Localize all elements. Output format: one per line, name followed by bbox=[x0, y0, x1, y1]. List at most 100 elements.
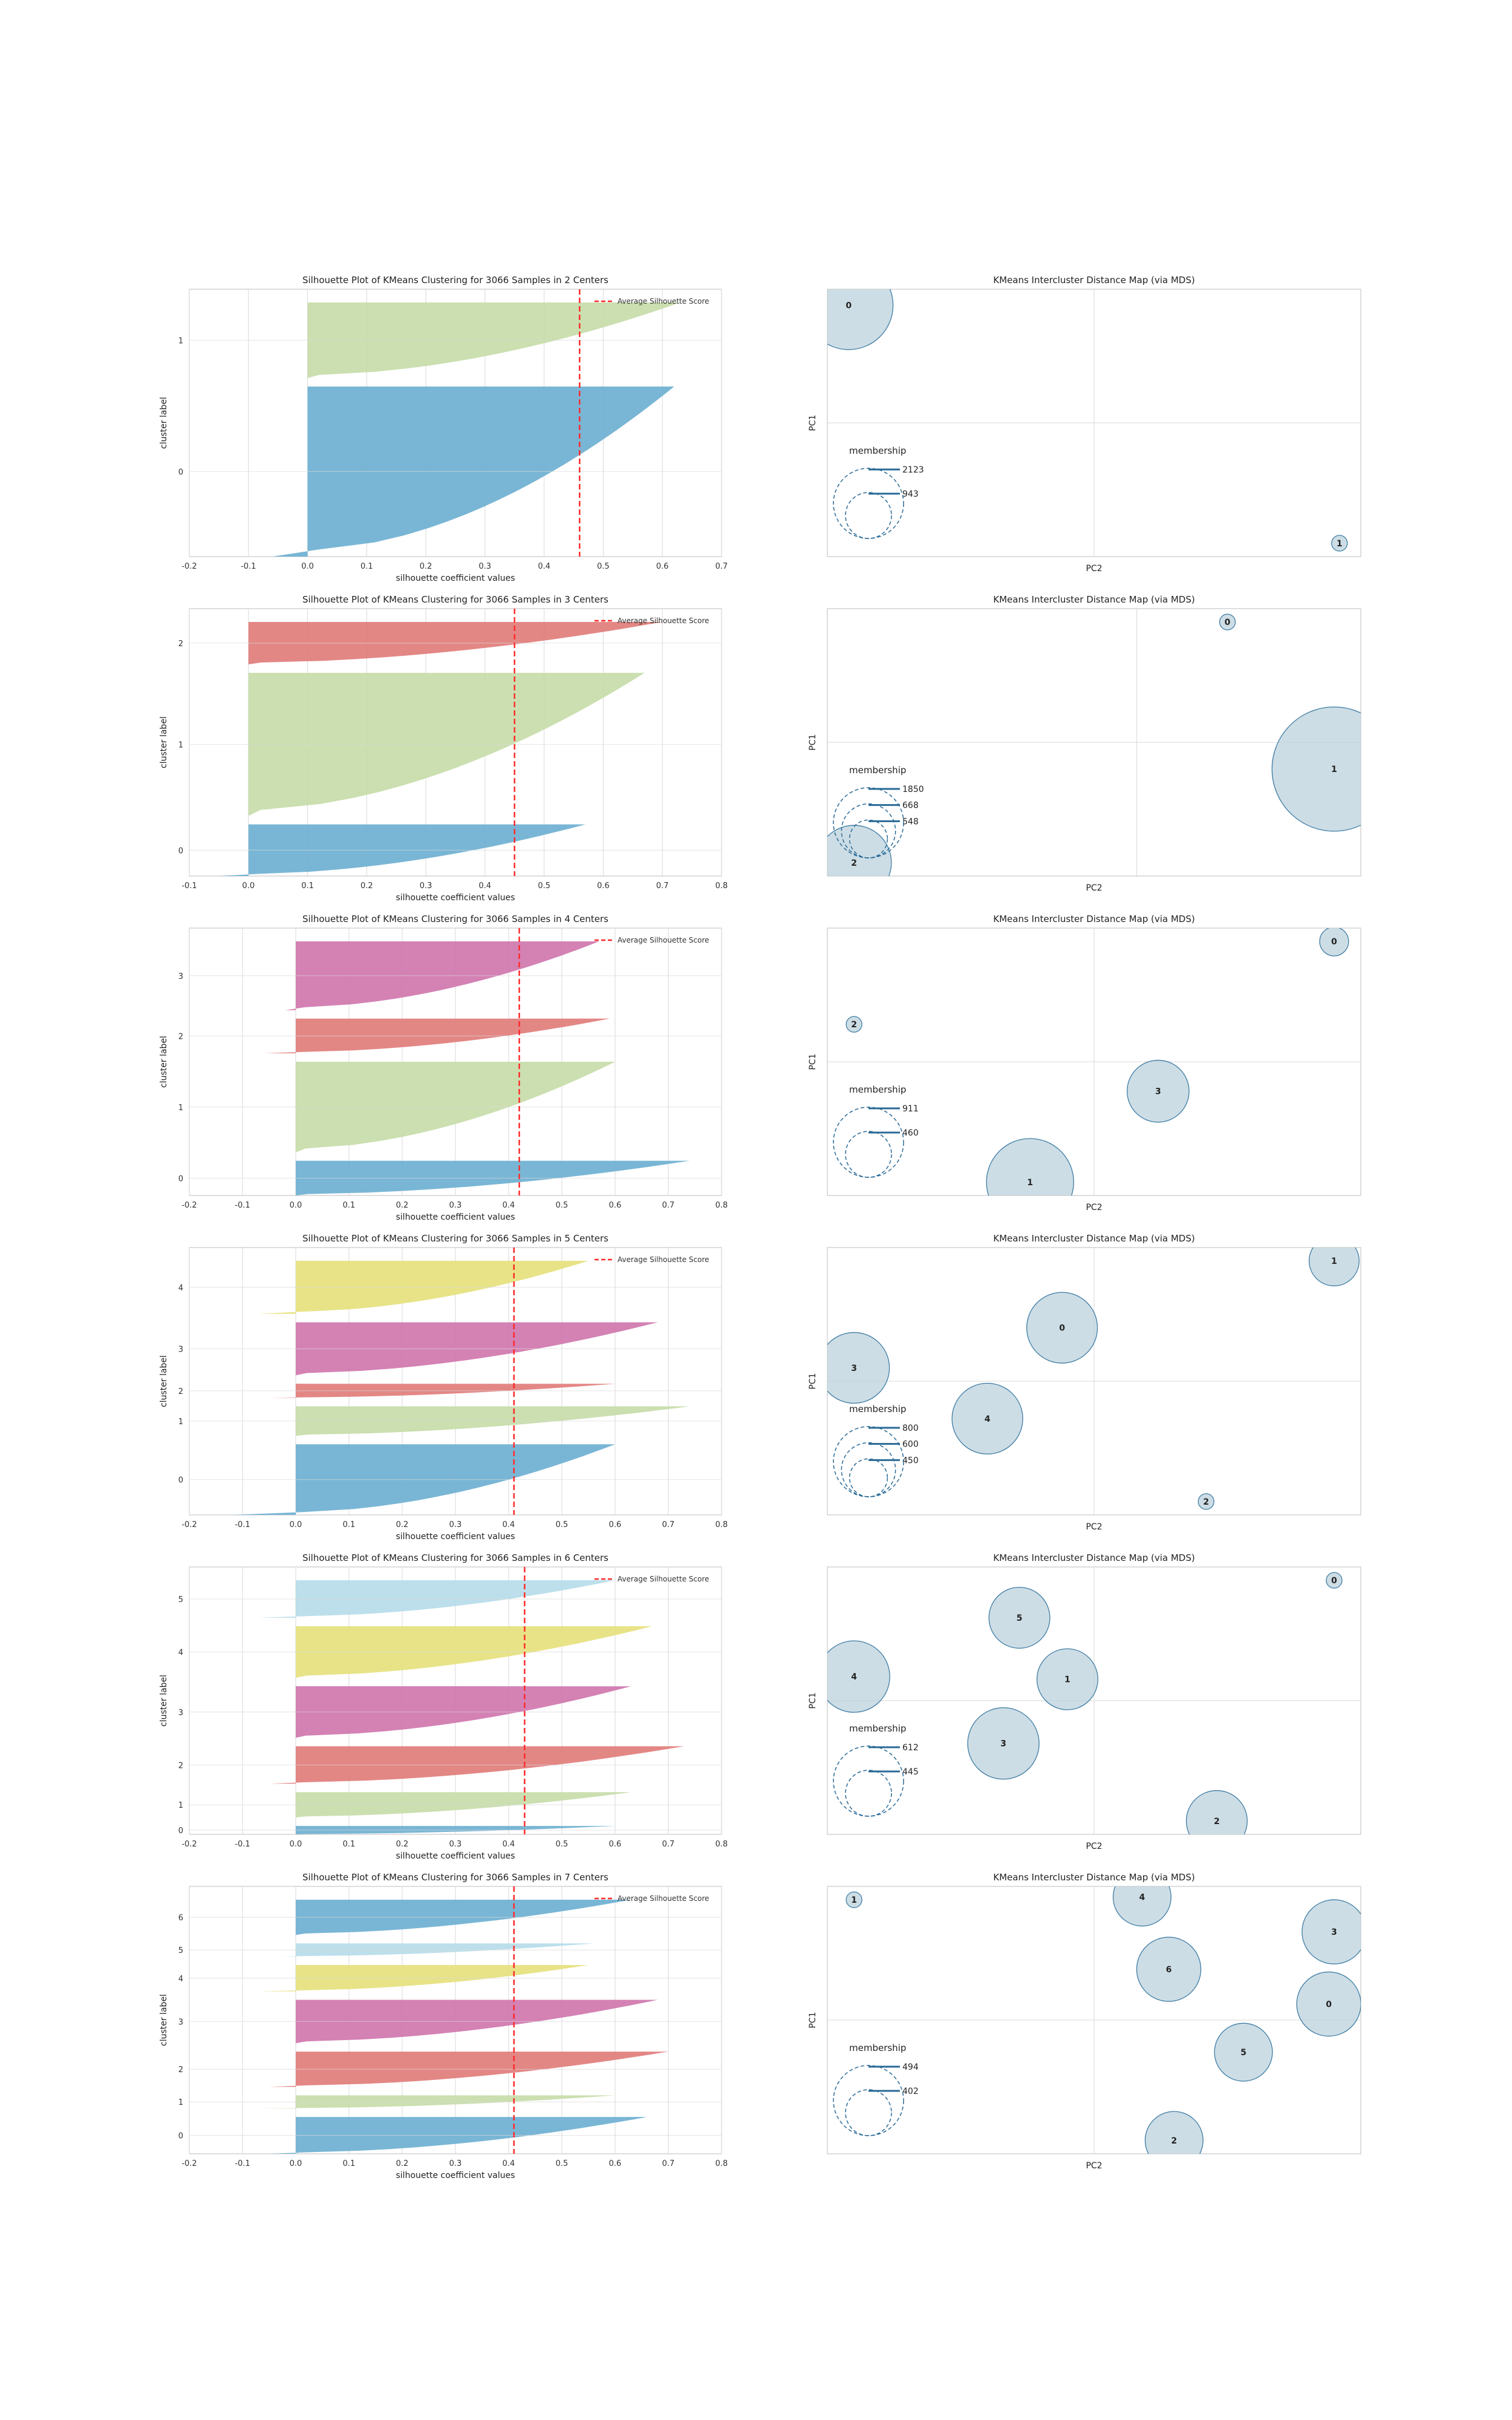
x-tick-label: 0.5 bbox=[538, 881, 550, 891]
x-tick-label: 0.3 bbox=[420, 881, 432, 891]
x-tick-label: 0.1 bbox=[343, 1520, 356, 1529]
center-label: 0 bbox=[846, 301, 852, 311]
center-label: 1 bbox=[1337, 539, 1343, 549]
membership-value: 800 bbox=[902, 1424, 919, 1433]
x-tick-label: 0.6 bbox=[656, 562, 669, 571]
cluster-center-1 bbox=[846, 1891, 862, 1908]
membership-circle bbox=[833, 1426, 904, 1497]
y-tick-label: 0 bbox=[178, 1174, 183, 1183]
y-tick-label: 3 bbox=[178, 972, 183, 981]
x-tick-label: 0.3 bbox=[449, 1840, 462, 1849]
intercluster-map-7: 0 1 2 3 4 5 6 membership 402 494 KMeans Interclust… bbox=[808, 1872, 1361, 2171]
cluster-center-1 bbox=[1331, 535, 1348, 552]
y-tick-label: 2 bbox=[178, 1761, 183, 1770]
silhouette-plot-2: -0.2 -0.1 0.0 0.1 0.2 0.3 0.4 0.5 0.6 0.7 0 1 Averag… bbox=[159, 275, 728, 583]
chart-title: Silhouette Plot of KMeans Clustering for… bbox=[302, 594, 608, 605]
x-tick-label: 0.1 bbox=[360, 562, 373, 571]
cluster-center-1 bbox=[986, 1138, 1074, 1195]
x-tick-label: 0.7 bbox=[662, 1520, 675, 1529]
membership-legend-title: membership bbox=[849, 445, 906, 456]
center-label: 3 bbox=[1331, 1928, 1337, 1937]
membership-legend-title: membership bbox=[849, 1723, 906, 1734]
x-tick-label: -0.1 bbox=[235, 1201, 250, 1210]
x-tick-label: 0.3 bbox=[449, 1201, 462, 1210]
x-tick-label: 0.4 bbox=[503, 2159, 515, 2168]
y-tick-label: 1 bbox=[178, 1801, 183, 1810]
center-label: 2 bbox=[1171, 2136, 1177, 2146]
x-tick-label: 0.7 bbox=[662, 1201, 675, 1210]
x-tick-label: 0.7 bbox=[656, 881, 669, 891]
membership-value: 668 bbox=[902, 801, 919, 811]
x-axis-label: silhouette coefficient values bbox=[396, 1212, 515, 1222]
cluster-center-0 bbox=[1026, 1292, 1098, 1364]
center-label: 5 bbox=[1017, 1614, 1023, 1623]
center-label: 0 bbox=[1331, 1576, 1337, 1586]
x-tick-label: 0.0 bbox=[301, 562, 314, 571]
x-tick-label: 0.6 bbox=[609, 1520, 622, 1529]
membership-circle bbox=[845, 1770, 892, 1817]
x-tick-label: -0.2 bbox=[181, 1520, 197, 1529]
membership-legend-title: membership bbox=[849, 1404, 906, 1414]
cluster-centers: 0 1 2 3 bbox=[846, 928, 1349, 1195]
center-label: 0 bbox=[1331, 937, 1337, 947]
x-tick-label: 0.5 bbox=[556, 1840, 569, 1849]
membership-circle bbox=[845, 492, 892, 539]
center-label: 1 bbox=[1064, 1675, 1070, 1685]
center-label: 3 bbox=[851, 1364, 857, 1373]
x-tick-label: -0.2 bbox=[181, 1840, 197, 1849]
membership-value: 1850 bbox=[902, 785, 924, 794]
center-label: 2 bbox=[851, 858, 857, 868]
y-axis-label: PC1 bbox=[808, 414, 818, 431]
cluster-center-0 bbox=[1296, 1971, 1361, 2037]
membership-legend-title: membership bbox=[849, 765, 906, 776]
membership-circle bbox=[833, 2065, 904, 2136]
cluster-centers: 0 1 2 3 4 5 6 bbox=[846, 1886, 1361, 2154]
legend-label: Average Silhouette Score bbox=[618, 297, 709, 306]
cluster-center-2 bbox=[846, 1016, 862, 1033]
x-axis-label: silhouette coefficient values bbox=[396, 574, 515, 583]
y-axis-label: PC1 bbox=[808, 1373, 818, 1389]
center-label: 4 bbox=[1139, 1893, 1145, 1903]
x-tick-label: 0.8 bbox=[715, 2159, 728, 2168]
cluster-center-2 bbox=[1198, 1493, 1214, 1510]
membership-value: 600 bbox=[902, 1440, 919, 1450]
center-label: 6 bbox=[1166, 1965, 1172, 1975]
cluster-center-2 bbox=[1144, 2111, 1204, 2154]
membership-value: 2123 bbox=[902, 465, 924, 475]
x-tick-label: 0.0 bbox=[290, 2159, 302, 2168]
x-tick-label: 0.3 bbox=[449, 2159, 462, 2168]
center-label: 3 bbox=[1000, 1739, 1006, 1749]
x-tick-label: -0.1 bbox=[235, 1840, 250, 1849]
x-axis-label: PC2 bbox=[1086, 1522, 1102, 1532]
x-tick-label: 0.8 bbox=[715, 1201, 728, 1210]
cluster-center-3 bbox=[967, 1707, 1040, 1780]
chart-title: Silhouette Plot of KMeans Clustering for… bbox=[302, 275, 608, 286]
center-label: 1 bbox=[1027, 1178, 1033, 1188]
cluster-center-2 bbox=[827, 825, 892, 876]
y-tick-label: 4 bbox=[178, 1649, 183, 1658]
y-tick-label: 4 bbox=[178, 1284, 183, 1293]
y-tick-label: 3 bbox=[178, 2018, 183, 2027]
membership-value: 612 bbox=[902, 1743, 919, 1753]
cluster-centers: 0 1 2 3 4 bbox=[827, 1248, 1360, 1510]
x-tick-label: 0.0 bbox=[290, 1201, 302, 1210]
x-tick-label: 0.4 bbox=[503, 1520, 515, 1529]
x-tick-label: 0.2 bbox=[396, 2159, 409, 2168]
cluster-center-0 bbox=[1219, 613, 1236, 630]
cluster-centers: 0 1 2 bbox=[827, 613, 1361, 876]
x-tick-label: 0.6 bbox=[609, 1201, 622, 1210]
x-axis-label: PC2 bbox=[1086, 1203, 1102, 1212]
x-tick-label: 0.7 bbox=[715, 562, 728, 571]
x-tick-label: 0.0 bbox=[290, 1840, 302, 1849]
x-tick-label: 0.8 bbox=[715, 1520, 728, 1529]
x-tick-label: 0.5 bbox=[556, 1520, 569, 1529]
membership-circle bbox=[849, 1458, 888, 1497]
y-tick-label: 0 bbox=[178, 846, 183, 855]
cluster-center-1 bbox=[1308, 1248, 1360, 1287]
y-axis-label: cluster label bbox=[159, 397, 169, 449]
silhouette-plot-4: -0.2 -0.1 0.0 0.1 0.2 0.3 0.4 0.5 0.6 0.7 0.8 0 1 2 3 A… bbox=[159, 914, 728, 1222]
x-axis-label: silhouette coefficient values bbox=[396, 1851, 515, 1861]
chart-title: KMeans Intercluster Distance Map (via MD… bbox=[993, 914, 1194, 924]
center-label: 1 bbox=[851, 1895, 857, 1905]
y-axis-label: PC1 bbox=[808, 1053, 818, 1070]
